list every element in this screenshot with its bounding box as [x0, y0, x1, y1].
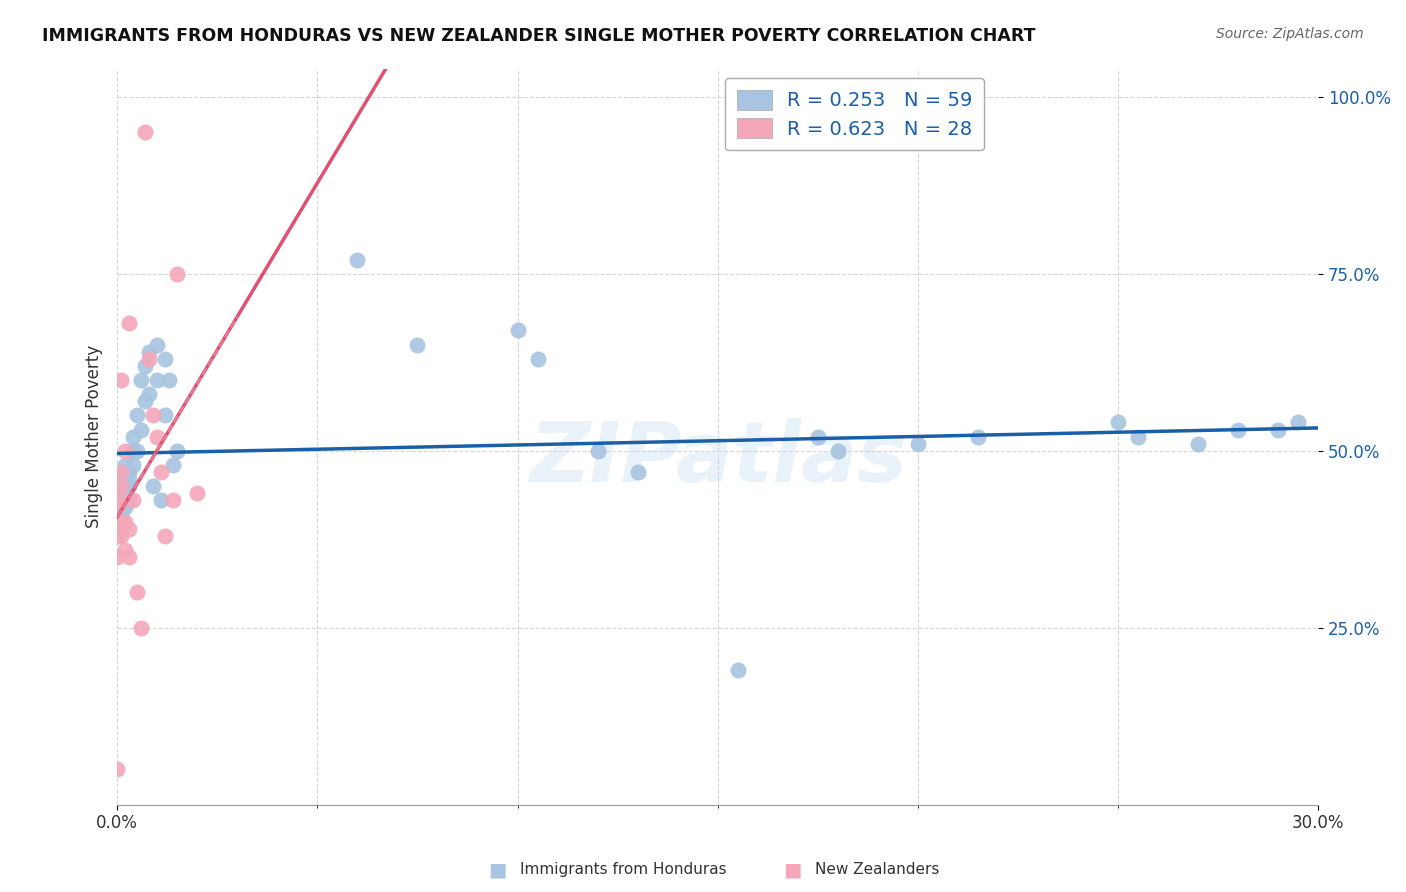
Point: [110, 493, 132, 508]
Point: [129, 423, 152, 437]
Point: [114, 472, 136, 486]
Point: [122, 493, 145, 508]
Point: [105, 515, 128, 529]
Point: [162, 458, 184, 472]
Point: [967, 429, 990, 443]
Point: [110, 515, 132, 529]
Point: [105, 493, 128, 508]
Point: [138, 387, 160, 401]
Point: [105, 500, 128, 515]
Point: [114, 515, 136, 529]
Text: Source: ZipAtlas.com: Source: ZipAtlas.com: [1216, 27, 1364, 41]
Point: [105, 529, 128, 543]
Text: ZIPatlas: ZIPatlas: [529, 418, 907, 500]
Point: [1126, 429, 1149, 443]
Point: [110, 493, 132, 508]
Point: [118, 316, 141, 330]
Text: ■: ■: [783, 860, 801, 880]
Point: [110, 465, 132, 479]
Point: [1107, 416, 1129, 430]
Point: [105, 515, 128, 529]
Point: [727, 663, 749, 677]
Point: [110, 373, 132, 387]
Point: [105, 508, 128, 522]
Point: [129, 373, 152, 387]
Point: [150, 493, 173, 508]
Text: IMMIGRANTS FROM HONDURAS VS NEW ZEALANDER SINGLE MOTHER POVERTY CORRELATION CHAR: IMMIGRANTS FROM HONDURAS VS NEW ZEALANDE…: [42, 27, 1036, 45]
Point: [118, 465, 141, 479]
Point: [110, 486, 132, 500]
Text: Immigrants from Honduras: Immigrants from Honduras: [520, 863, 727, 877]
Point: [114, 542, 136, 557]
Point: [110, 479, 132, 493]
Point: [118, 479, 141, 493]
Point: [118, 493, 141, 508]
Point: [110, 508, 132, 522]
Point: [146, 337, 169, 351]
Point: [142, 409, 165, 423]
Point: [1267, 423, 1289, 437]
Point: [907, 436, 929, 450]
Point: [114, 458, 136, 472]
Point: [827, 443, 849, 458]
Point: [146, 373, 169, 387]
Point: [105, 762, 128, 776]
Legend: R = 0.253   N = 59, R = 0.623   N = 28: R = 0.253 N = 59, R = 0.623 N = 28: [725, 78, 984, 151]
Point: [1187, 436, 1209, 450]
Point: [506, 323, 529, 337]
Point: [807, 429, 830, 443]
Point: [138, 344, 160, 359]
Point: [1227, 423, 1250, 437]
Point: [186, 486, 208, 500]
Point: [122, 458, 145, 472]
Point: [105, 549, 128, 564]
Point: [105, 500, 128, 515]
Point: [114, 500, 136, 515]
Point: [118, 472, 141, 486]
Point: [127, 409, 149, 423]
Point: [150, 465, 173, 479]
Point: [127, 443, 149, 458]
Point: [134, 359, 156, 373]
Point: [166, 443, 188, 458]
Point: [627, 465, 650, 479]
Point: [118, 549, 141, 564]
Point: [114, 493, 136, 508]
Point: [155, 529, 177, 543]
Point: [110, 465, 132, 479]
Point: [142, 479, 165, 493]
Point: [346, 252, 368, 267]
Point: [155, 351, 177, 366]
Point: [110, 479, 132, 493]
Point: [146, 429, 169, 443]
Point: [406, 337, 429, 351]
Point: [162, 493, 184, 508]
Point: [129, 621, 152, 635]
Point: [105, 529, 128, 543]
Point: [138, 351, 160, 366]
Point: [110, 500, 132, 515]
Point: [134, 394, 156, 409]
Point: [110, 529, 132, 543]
Point: [127, 585, 149, 599]
Point: [114, 443, 136, 458]
Point: [157, 373, 180, 387]
Y-axis label: Single Mother Poverty: Single Mother Poverty: [86, 345, 103, 528]
Text: New Zealanders: New Zealanders: [815, 863, 939, 877]
Point: [122, 443, 145, 458]
Point: [114, 486, 136, 500]
Point: [134, 125, 156, 139]
Point: [1286, 416, 1309, 430]
Point: [155, 409, 177, 423]
Point: [586, 443, 609, 458]
Point: [118, 522, 141, 536]
Text: ■: ■: [488, 860, 506, 880]
Point: [526, 351, 548, 366]
Point: [166, 267, 188, 281]
Point: [122, 429, 145, 443]
